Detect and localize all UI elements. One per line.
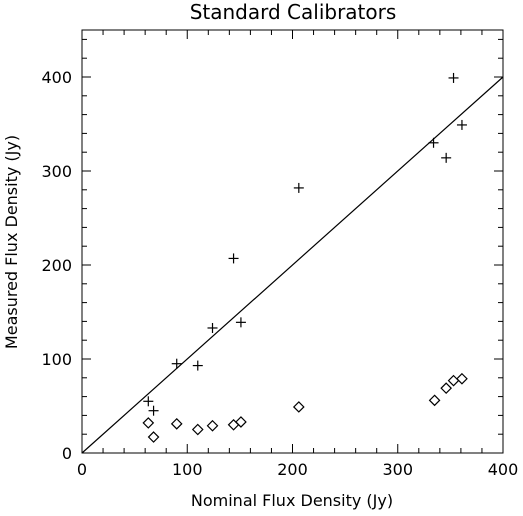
chart-title: Standard Calibrators [190, 0, 397, 24]
y-tick-label: 200 [41, 256, 72, 275]
diamond-point [428, 394, 441, 407]
x-tick-label: 200 [277, 460, 308, 479]
diamond-point [170, 418, 183, 430]
plot-frame [81, 29, 504, 454]
diamond-point [206, 419, 219, 432]
plus-point [171, 358, 182, 369]
data-marks [142, 72, 468, 443]
diamond-point [447, 374, 460, 387]
x-tick-label: 0 [77, 460, 87, 479]
x-tick-label: 400 [488, 460, 519, 479]
diamond-point [456, 372, 468, 385]
plus-point [235, 317, 246, 328]
y-axis-label: Measured Flux Density (Jy) [2, 135, 21, 349]
diamond-point [191, 423, 204, 436]
plus-point [207, 322, 218, 333]
plus-point [441, 152, 452, 163]
plus-point [148, 405, 159, 416]
x-axis-label: Nominal Flux Density (Jy) [191, 491, 393, 510]
reference-line [81, 76, 504, 454]
plus-point [428, 137, 439, 148]
y-tick-label: 400 [41, 68, 72, 87]
x-tick-label: 100 [172, 460, 203, 479]
one-to-one-line [81, 76, 504, 454]
diamond-point [440, 382, 453, 394]
plus-point [448, 72, 459, 83]
diamond-point [142, 417, 155, 429]
diamond-point [292, 401, 305, 413]
y-tick-label: 300 [41, 162, 72, 181]
plus-point [192, 360, 203, 371]
plus-point [143, 396, 154, 407]
diamond-point [235, 416, 247, 428]
plus-point [228, 253, 239, 264]
x-tick-label: 300 [382, 460, 413, 479]
plus-point [293, 182, 304, 193]
diamond-point [147, 431, 160, 443]
axis-ticks: 0 100 200 300 400 0 100 200 300 400 [41, 30, 518, 479]
plus-point [456, 119, 467, 130]
y-tick-label: 100 [41, 350, 72, 369]
y-tick-label: 0 [62, 444, 72, 463]
